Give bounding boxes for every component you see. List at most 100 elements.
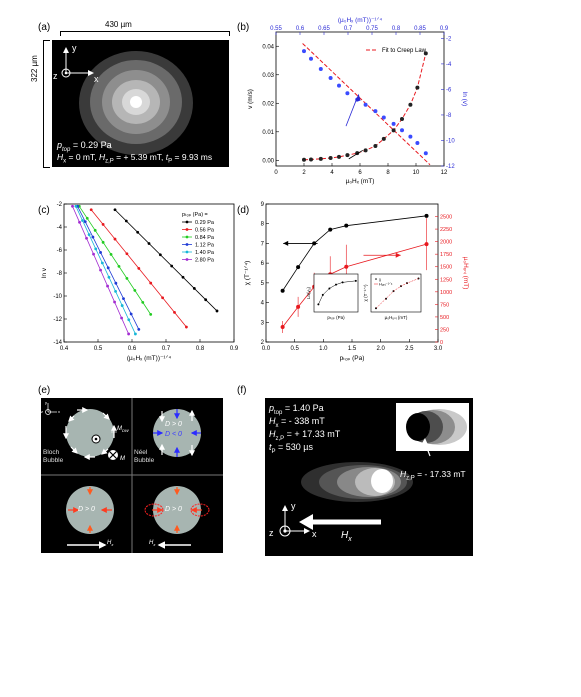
f-hzp-sub: z,P <box>275 435 285 442</box>
data-point <box>149 281 153 285</box>
data-point <box>113 237 117 241</box>
data-point-v <box>302 157 306 162</box>
data-point <box>161 296 164 300</box>
x-tick-label: 0.7 <box>162 346 171 352</box>
f-arrow-sub: x <box>348 536 352 543</box>
legend-text: 0.84 Pa <box>195 235 215 241</box>
x-tick-label: 0 <box>274 170 278 176</box>
f-hx-arrow-label: Hx <box>341 530 352 545</box>
top-tick-label: 0.65 <box>318 26 330 32</box>
data-point <box>114 290 117 293</box>
right-tick-label: 1500 <box>440 265 452 271</box>
f-axis-z: z <box>269 528 274 538</box>
x-tick-label: 0.5 <box>290 346 299 352</box>
annot-arrow-black <box>348 149 364 160</box>
f-axis-x: x <box>312 529 317 539</box>
data-point <box>101 240 105 244</box>
legend-text: 0.56 Pa <box>195 228 215 234</box>
inset2-line <box>375 278 419 309</box>
y-tick-label: 5 <box>261 281 265 287</box>
annot-arrowhead-black <box>283 240 289 246</box>
data-point-chi <box>344 223 349 228</box>
chart-c: 0.4 0.5 0.6 0.7 0.8 0.9 -2 -4 -6 -8 -10 -12 -14 (µ₀Hₓ… <box>41 202 239 362</box>
data-point <box>99 268 102 272</box>
f-tp-value: = 530 µs <box>275 442 313 452</box>
annot-arrowhead-red <box>395 252 401 258</box>
inset2-frame <box>370 273 422 313</box>
data-point-hu <box>424 242 429 247</box>
x-tick-label: 6 <box>358 170 362 176</box>
chart-d: 0.0 0.5 1.0 1.5 2.0 2.5 3.0 2 3 4 5 6 7 8 9 0 250 500 750 1… <box>244 202 469 362</box>
right-tick-label: 0 <box>440 340 443 346</box>
data-point <box>147 242 151 245</box>
x-tick-label: 2 <box>302 170 306 176</box>
data-point-v <box>309 157 313 162</box>
x-tick-label: 2.0 <box>376 346 385 352</box>
axis-z-label: z <box>53 71 58 81</box>
right-tick-label: -8 <box>446 113 452 119</box>
axis-y-label: y <box>72 43 77 53</box>
data-point <box>107 275 111 279</box>
f-inset-symbol: H <box>400 469 407 479</box>
top-tick-label: 0.8 <box>392 26 401 32</box>
y-tick-label: -2 <box>57 202 63 208</box>
y-tick-label: 8 <box>261 222 265 228</box>
top-tick-label: 0.85 <box>414 26 426 32</box>
data-point <box>127 332 130 336</box>
y-axis-label: ln v <box>41 267 48 278</box>
y-tick-label: 0.03 <box>262 73 274 79</box>
f-tp-symbol: t <box>269 442 272 452</box>
x-tick-label: 2.5 <box>405 346 414 352</box>
series-line <box>78 206 152 315</box>
right-tick-label: -12 <box>446 164 455 170</box>
data-point <box>181 275 185 279</box>
mdw-symbol: M <box>117 426 122 432</box>
data-point <box>113 208 117 212</box>
f-axis-y: y <box>291 501 296 511</box>
f-inset-field: Hz,P = - 17.33 mT <box>400 469 466 485</box>
data-point-chi <box>424 213 429 218</box>
data-point-ln <box>302 49 306 54</box>
panel-d-label: (d) <box>237 205 250 216</box>
x-tick-label: 1.5 <box>348 346 357 352</box>
data-point-chi <box>328 227 333 232</box>
hzp-value: = + 5.39 mT, <box>113 152 166 162</box>
data-point-v <box>408 102 413 107</box>
data-point <box>136 230 140 234</box>
data-point-ln <box>423 151 428 156</box>
inset1-frame <box>313 273 359 313</box>
f-ptop-sub: top <box>274 409 283 416</box>
data-point <box>109 252 113 256</box>
data-point <box>192 287 196 290</box>
data-point-v <box>318 156 323 161</box>
width-bracket <box>60 31 230 36</box>
data-point <box>120 304 124 307</box>
hx-value: = 0 mT, <box>66 152 99 162</box>
legend-marker <box>185 250 189 254</box>
data-point <box>83 220 87 224</box>
legend-text: 1.40 Pa <box>195 250 215 256</box>
data-point <box>78 220 81 224</box>
x-tick-label: 10 <box>413 170 420 176</box>
ptop-line: ptop = 0.29 Pa <box>57 140 112 156</box>
data-point-ln <box>345 91 350 96</box>
inset1-line <box>318 280 356 305</box>
x-tick-label: 0.4 <box>60 346 69 352</box>
ptop-sub: top <box>62 146 71 153</box>
right-tick-label: 2250 <box>440 227 452 233</box>
right-tick-label: 250 <box>440 327 449 333</box>
left-axis-label: v (m/s) <box>247 89 254 109</box>
inset1-ylabel: Ln(v₀) <box>306 286 311 299</box>
neel-bubble-text: Bubble <box>134 457 155 464</box>
neel-text: Néel <box>134 449 148 456</box>
panel-c-label: (c) <box>38 205 50 216</box>
panel-e-diagram: y z x Bloch Bubble Néel Bubble MDW M D >… <box>41 398 223 553</box>
legend-text: 1.12 Pa <box>195 243 215 249</box>
f-hx-line: Hx = - 338 mT <box>269 416 325 432</box>
axis-x-label: x <box>94 74 99 84</box>
data-point-v <box>381 136 386 141</box>
series-line <box>114 209 218 312</box>
legend-marker <box>185 235 189 239</box>
panel-b-label: (b) <box>237 22 250 33</box>
f-hx-sub: x <box>275 422 279 429</box>
